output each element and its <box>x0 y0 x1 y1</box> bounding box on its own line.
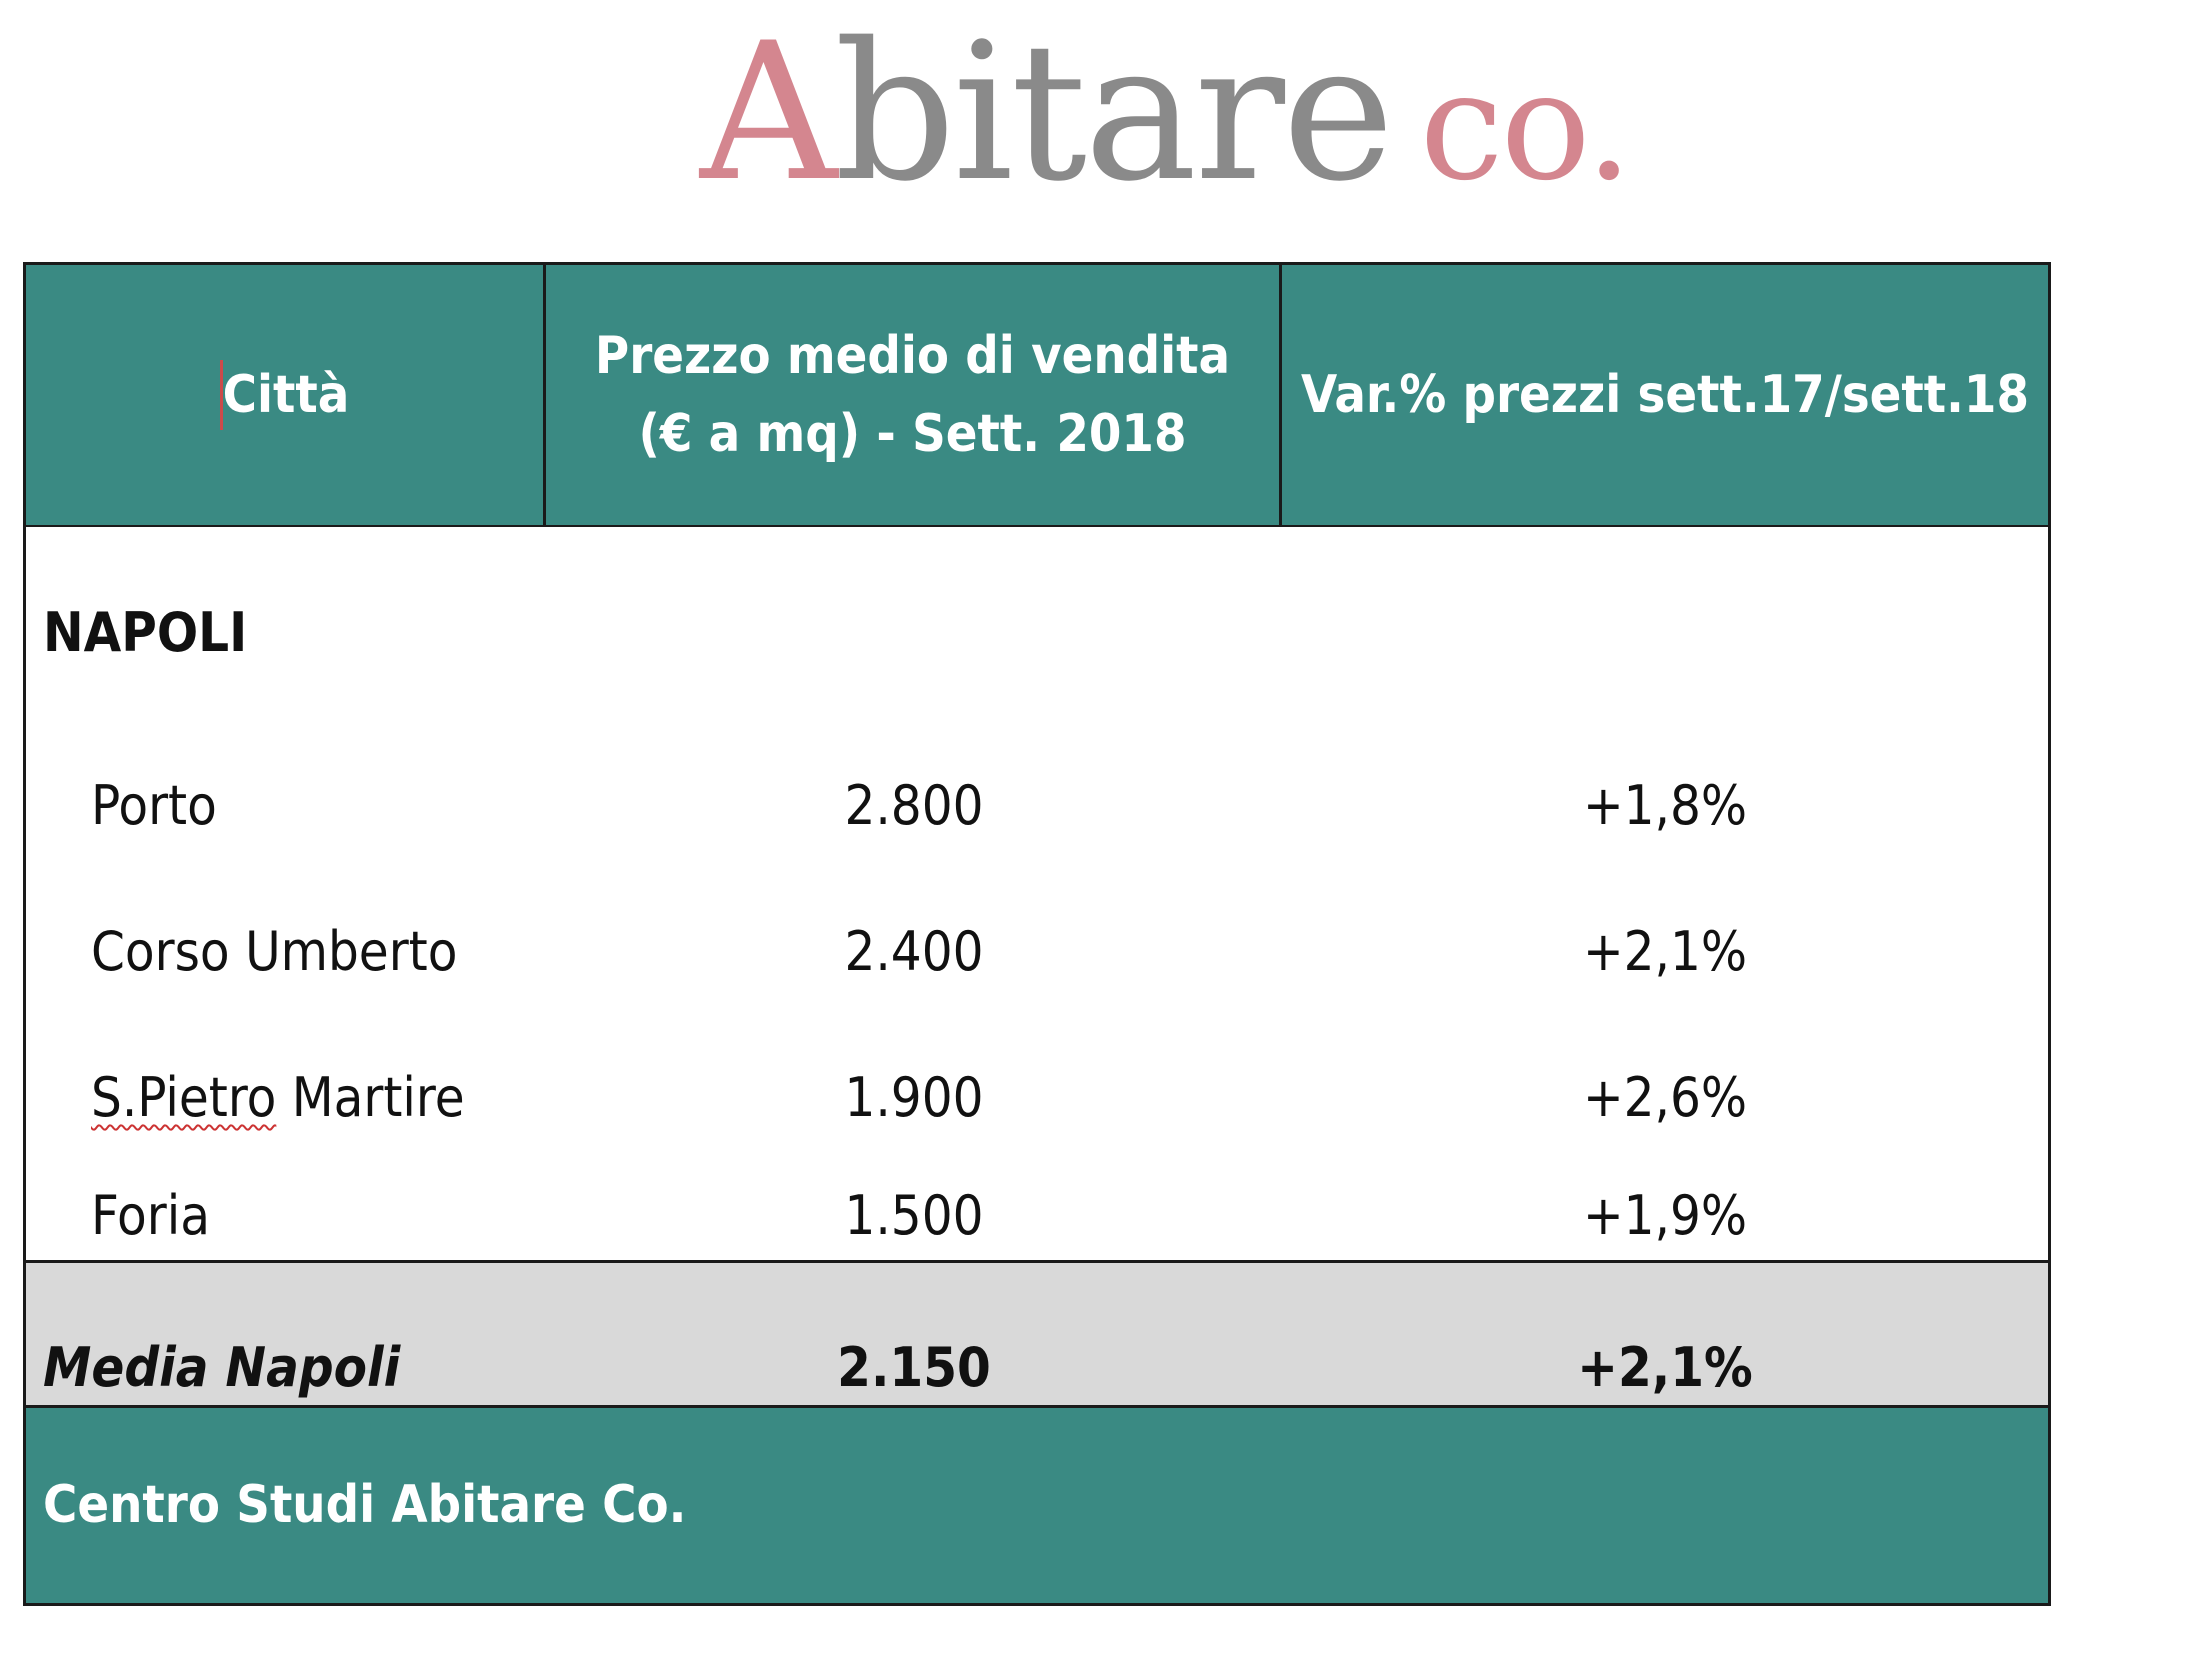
table-row[interactable]: Foria 1.500 +1,9% <box>26 1171 2048 1260</box>
row-variation: +2,1% <box>1582 920 1748 983</box>
average-price: 2.150 <box>837 1336 991 1399</box>
header-city[interactable]: Città <box>26 265 546 525</box>
table-header: Città Prezzo medio di vendita (€ a mq) -… <box>26 265 2048 527</box>
header-price-label: Prezzo medio di vendita (€ a mq) - Sett.… <box>594 326 1231 464</box>
source-label: Centro Studi Abitare Co. <box>43 1475 687 1535</box>
table-row[interactable]: Porto 2.800 +1,8% <box>26 733 2048 879</box>
logo-dot: . <box>1585 40 1633 214</box>
row-name: Corso Umberto <box>91 920 458 983</box>
price-table: Città Prezzo medio di vendita (€ a mq) -… <box>23 262 2051 1606</box>
header-city-label: Città <box>222 365 350 425</box>
average-row[interactable]: Media Napoli 2.150 +2,1% <box>26 1260 2048 1408</box>
abitare-co-logo: Abitare co. <box>700 18 1633 208</box>
row-variation: +1,9% <box>1582 1184 1748 1247</box>
row-price: 2.400 <box>844 920 984 983</box>
average-variation: +2,1% <box>1577 1336 1753 1399</box>
row-name: Foria <box>91 1184 210 1247</box>
header-variation-label: Var.% prezzi sett.17/sett.18 <box>1300 365 2030 425</box>
row-price: 1.500 <box>844 1184 984 1247</box>
row-variation: +1,8% <box>1582 774 1748 837</box>
table-footer: Centro Studi Abitare Co. <box>26 1408 2048 1603</box>
section-title-napoli: NAPOLI <box>43 601 248 664</box>
row-name: S.Pietro Martire <box>91 1025 465 1171</box>
text-cursor <box>219 360 223 430</box>
table-row[interactable]: S.Pietro Martire 1.900 +2,6% <box>26 1025 2048 1171</box>
table-row[interactable]: Corso Umberto 2.400 +2,1% <box>26 879 2048 1025</box>
row-price: 2.800 <box>844 774 984 837</box>
logo-word-co: co <box>1419 40 1589 214</box>
logo-word-bitare: bitare <box>834 2 1394 223</box>
average-name: Media Napoli <box>43 1336 401 1399</box>
header-price[interactable]: Prezzo medio di vendita (€ a mq) - Sett.… <box>546 265 1282 525</box>
row-variation: +2,6% <box>1582 1066 1748 1129</box>
row-name-rest: Martire <box>276 1066 465 1129</box>
logo-letter-a: A <box>700 2 837 223</box>
row-name: Porto <box>91 774 217 837</box>
header-variation[interactable]: Var.% prezzi sett.17/sett.18 <box>1282 265 2048 525</box>
spellcheck-word: S.Pietro <box>91 1066 277 1129</box>
row-price: 1.900 <box>844 1066 984 1129</box>
